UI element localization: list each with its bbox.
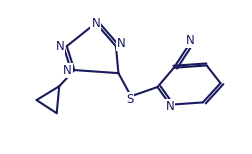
Text: N: N	[166, 100, 174, 113]
Text: N: N	[63, 64, 72, 77]
Text: N: N	[186, 34, 195, 47]
Text: N: N	[55, 40, 64, 53]
Text: S: S	[126, 93, 134, 106]
Text: N: N	[117, 37, 126, 50]
Text: N: N	[91, 17, 100, 30]
